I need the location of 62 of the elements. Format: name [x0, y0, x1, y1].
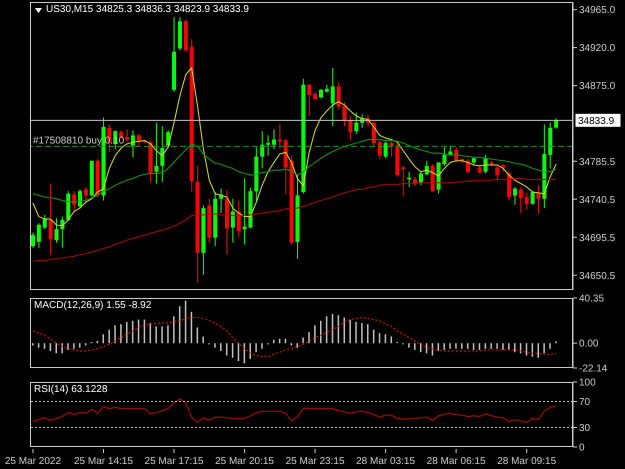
y-tick-label: -22.14 [579, 364, 608, 375]
candlestick [330, 67, 335, 127]
chart-title: US30,M15 34825.3 34836.3 34823.9 34833.9 [46, 4, 249, 16]
candlestick [230, 198, 235, 244]
candlestick [530, 190, 535, 206]
candlestick [512, 186, 517, 206]
ref-line-label: 34833.9 [578, 116, 615, 127]
candlestick [54, 218, 59, 244]
x-tick-label: 25 Mar 14:15 [74, 456, 134, 467]
x-tick-label: 28 Mar 09:15 [497, 456, 557, 467]
candlestick [84, 186, 88, 204]
x-tick-label: 28 Mar 03:15 [356, 456, 416, 467]
candlestick [354, 112, 358, 134]
candlestick [384, 140, 388, 159]
y-tick-label: 34965.0 [579, 5, 616, 16]
candlestick [154, 122, 158, 184]
y-tick-label: 70 [579, 397, 591, 408]
line-series [32, 316, 557, 358]
y-tick-label: 0 [579, 442, 585, 454]
y-tick-label: 0.00 [579, 338, 599, 350]
candlestick [536, 184, 540, 214]
line-series [32, 398, 557, 423]
candlestick [442, 146, 446, 166]
candlestick [272, 129, 276, 150]
candlestick [31, 232, 35, 248]
candlestick [495, 165, 500, 182]
y-tick-label: 34740.5 [579, 194, 616, 206]
y-tick-label: 34695.5 [579, 232, 616, 244]
y-tick-label: 34875.0 [579, 81, 616, 92]
x-tick-label: 25 Mar 2022 [4, 456, 62, 467]
y-tick-label: 34650.5 [579, 270, 616, 282]
candlestick [48, 183, 53, 256]
chart-title: MACD(12,26,9) 1.55 -8.92 [34, 300, 152, 312]
y-tick-label: 40.35 [579, 294, 604, 305]
y-tick-label: 34785.5 [579, 156, 616, 168]
candlestick [78, 188, 82, 209]
candlestick [42, 214, 47, 230]
x-tick-label: 25 Mar 17:15 [144, 456, 204, 467]
candlestick [136, 133, 141, 146]
candlestick [336, 82, 341, 110]
candlestick [378, 140, 382, 160]
candlestick [418, 171, 423, 186]
candlestick [125, 129, 130, 142]
y-tick-label: 30 [579, 423, 591, 434]
candlestick [242, 178, 247, 245]
candlestick [466, 158, 470, 174]
candlestick [554, 118, 558, 130]
y-tick-label: 34920.0 [579, 43, 616, 54]
candlestick [160, 126, 164, 182]
x-tick-label: 25 Mar 23:15 [286, 456, 345, 467]
candlestick [342, 102, 347, 127]
candlestick [348, 116, 352, 142]
x-tick-label: 25 Mar 20:15 [215, 456, 274, 467]
candlestick [407, 171, 412, 188]
y-tick-label: 100 [579, 378, 596, 389]
candlestick [390, 140, 394, 158]
chart-title: RSI(14) 63.1228 [34, 384, 108, 396]
candlestick [319, 88, 324, 99]
candlestick [36, 222, 41, 248]
candlestick [484, 154, 488, 174]
candlestick [260, 130, 264, 169]
x-tick-label: 28 Mar 06:15 [426, 456, 486, 467]
